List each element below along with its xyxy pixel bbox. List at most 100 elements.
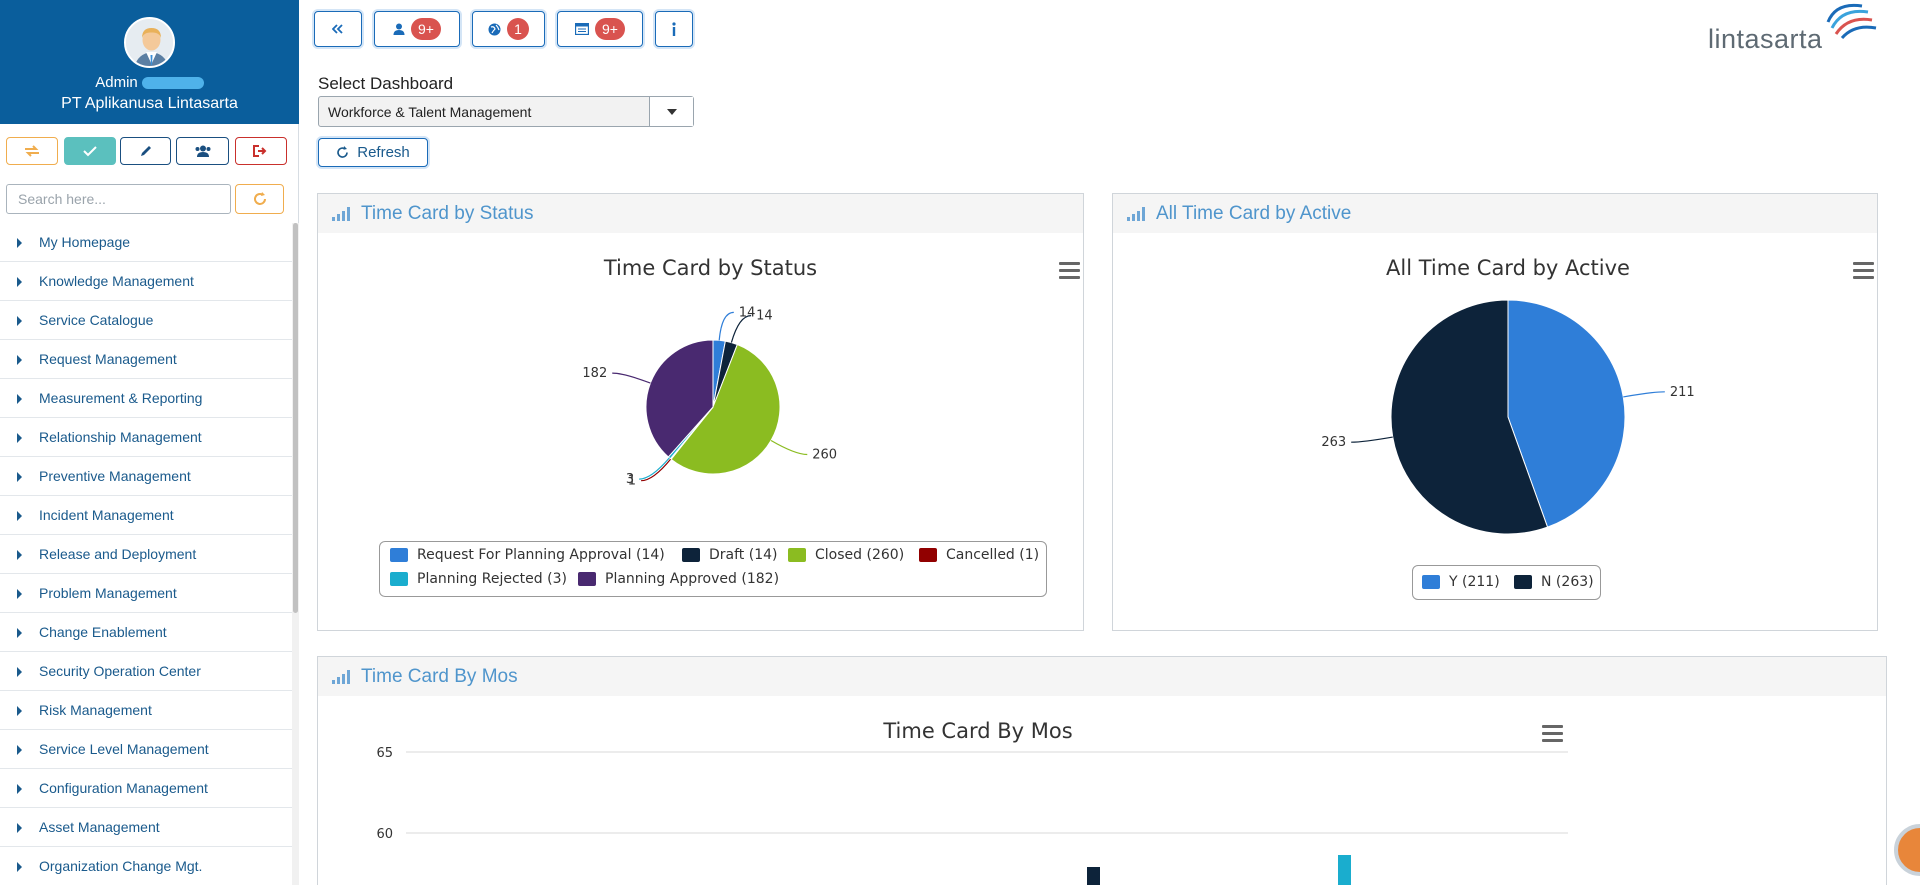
- chart-menu-icon[interactable]: [1059, 262, 1080, 279]
- company-name: PT Aplikanusa Lintasarta: [61, 95, 238, 112]
- pie-slice[interactable]: [1390, 299, 1549, 535]
- sidebar-scrollbar[interactable]: [292, 223, 299, 885]
- caret-right-icon: [17, 550, 22, 560]
- legend-swatch: [390, 548, 408, 562]
- caret-right-icon: [17, 667, 22, 677]
- approve-button[interactable]: [64, 137, 116, 165]
- panel-header: All Time Card by Active: [1113, 194, 1877, 233]
- data-label: 14: [756, 309, 773, 324]
- sidebar-item-asset-management[interactable]: Asset Management: [0, 808, 292, 847]
- info-icon: [672, 22, 676, 36]
- sidebar-item-my-homepage[interactable]: My Homepage: [0, 223, 292, 262]
- sidebar-item-security-operation-center[interactable]: Security Operation Center: [0, 652, 292, 691]
- signal-bars-icon: [332, 206, 351, 221]
- dashboard-select[interactable]: Workforce & Talent Management: [318, 96, 694, 127]
- calendar-badge: 9+: [595, 18, 625, 40]
- legend-item[interactable]: N (263): [1514, 574, 1594, 590]
- refresh-icon: [337, 146, 349, 158]
- data-label: 1: [628, 474, 636, 489]
- avatar[interactable]: [124, 17, 175, 68]
- pencil-icon: [140, 146, 151, 156]
- exchange-icon: [25, 145, 39, 157]
- sidebar-item-service-level-management[interactable]: Service Level Management: [0, 730, 292, 769]
- sidebar-menu: My Homepage Knowledge Management Service…: [0, 223, 292, 885]
- bar[interactable]: [1087, 867, 1100, 885]
- sign-out-icon: [253, 145, 267, 157]
- data-label-connector: [770, 439, 808, 456]
- legend-item[interactable]: Cancelled (1): [919, 547, 1039, 563]
- chart-title: Time Card by Status: [603, 256, 818, 280]
- user-name: Admin: [0, 74, 299, 92]
- caret-right-icon: [17, 745, 22, 755]
- logout-button[interactable]: [235, 137, 287, 165]
- scrollbar-thumb[interactable]: [293, 223, 298, 613]
- globe-notification-button[interactable]: 1: [472, 11, 545, 47]
- sidebar-item-problem-management[interactable]: Problem Management: [0, 574, 292, 613]
- sidebar-item-service-catalogue[interactable]: Service Catalogue: [0, 301, 292, 340]
- sidebar-item-risk-management[interactable]: Risk Management: [0, 691, 292, 730]
- collapse-sidebar-button[interactable]: [314, 11, 362, 47]
- sidebar-item-preventive-management[interactable]: Preventive Management: [0, 457, 292, 496]
- chart-menu-icon[interactable]: [1542, 725, 1563, 742]
- bar[interactable]: [1338, 855, 1351, 885]
- dashboard-select-toggle[interactable]: [649, 97, 693, 126]
- lintasarta-logo-icon: [1826, 3, 1877, 40]
- select-dashboard-label: Select Dashboard: [318, 74, 454, 93]
- legend-item[interactable]: Closed (260): [788, 547, 904, 563]
- caret-right-icon: [17, 316, 22, 326]
- search-input[interactable]: [6, 184, 231, 214]
- users-notification-button[interactable]: 9+: [374, 11, 460, 47]
- data-label-connector: [612, 372, 651, 384]
- profile-header: Admin PT Aplikanusa Lintasarta: [0, 0, 299, 124]
- legend-swatch: [578, 572, 596, 586]
- legend-item[interactable]: Request For Planning Approval (14): [390, 547, 665, 563]
- sidebar-item-organization-change-mgt[interactable]: Organization Change Mgt.: [0, 847, 292, 885]
- sidebar-item-change-enablement[interactable]: Change Enablement: [0, 613, 292, 652]
- legend-swatch: [1514, 575, 1532, 589]
- panel-time-card-mos: Time Card By Mos Time Card By Mos 65 60: [317, 656, 1887, 885]
- data-label-connector: [718, 311, 734, 341]
- sidebar-item-request-management[interactable]: Request Management: [0, 340, 292, 379]
- refresh-button[interactable]: Refresh: [318, 138, 428, 167]
- chart-title: All Time Card by Active: [1386, 256, 1630, 280]
- chat-button[interactable]: [1894, 824, 1920, 876]
- search-refresh-button[interactable]: [235, 184, 284, 214]
- edit-button[interactable]: [120, 137, 171, 165]
- sidebar-item-knowledge-management[interactable]: Knowledge Management: [0, 262, 292, 301]
- sidebar-item-release-deployment[interactable]: Release and Deployment: [0, 535, 292, 574]
- logo-text: lintasarta: [1708, 24, 1823, 54]
- chart-title: Time Card By Mos: [883, 719, 1073, 743]
- calendar-notification-button[interactable]: 9+: [557, 11, 643, 47]
- data-label: 3: [626, 472, 634, 487]
- pie-chart-active: 211 263: [1321, 299, 1695, 535]
- pie-slice[interactable]: [1507, 299, 1626, 528]
- panel-time-card-status: Time Card by Status Time Card by Status …: [317, 193, 1084, 631]
- globe-badge: 1: [507, 18, 529, 40]
- sidebar-item-incident-management[interactable]: Incident Management: [0, 496, 292, 535]
- check-icon: [83, 146, 97, 157]
- switch-button[interactable]: [6, 137, 58, 165]
- legend-item[interactable]: Draft (14): [682, 547, 778, 563]
- caret-down-icon: [667, 109, 677, 115]
- sidebar-item-measurement-reporting[interactable]: Measurement & Reporting: [0, 379, 292, 418]
- panel-title: Time Card By Mos: [361, 665, 518, 687]
- legend-item[interactable]: Y (211): [1422, 574, 1500, 590]
- users-badge: 9+: [411, 18, 441, 40]
- legend-item[interactable]: Planning Rejected (3): [390, 571, 567, 587]
- signal-bars-icon: [1127, 206, 1146, 221]
- double-chevron-left-icon: [332, 24, 343, 34]
- caret-right-icon: [17, 589, 22, 599]
- chart-menu-icon[interactable]: [1853, 262, 1874, 279]
- users-button[interactable]: [176, 137, 229, 165]
- data-label: 211: [1670, 385, 1695, 400]
- sidebar-item-relationship-management[interactable]: Relationship Management: [0, 418, 292, 457]
- refresh-label: Refresh: [357, 144, 410, 161]
- panel-time-card-active: All Time Card by Active All Time Card by…: [1112, 193, 1878, 631]
- legend-item[interactable]: Planning Approved (182): [578, 571, 779, 587]
- caret-right-icon: [17, 823, 22, 833]
- info-button[interactable]: [655, 11, 693, 47]
- sidebar-item-configuration-management[interactable]: Configuration Management: [0, 769, 292, 808]
- data-label-connector: [1623, 391, 1665, 398]
- data-label: 260: [812, 448, 837, 463]
- caret-right-icon: [17, 355, 22, 365]
